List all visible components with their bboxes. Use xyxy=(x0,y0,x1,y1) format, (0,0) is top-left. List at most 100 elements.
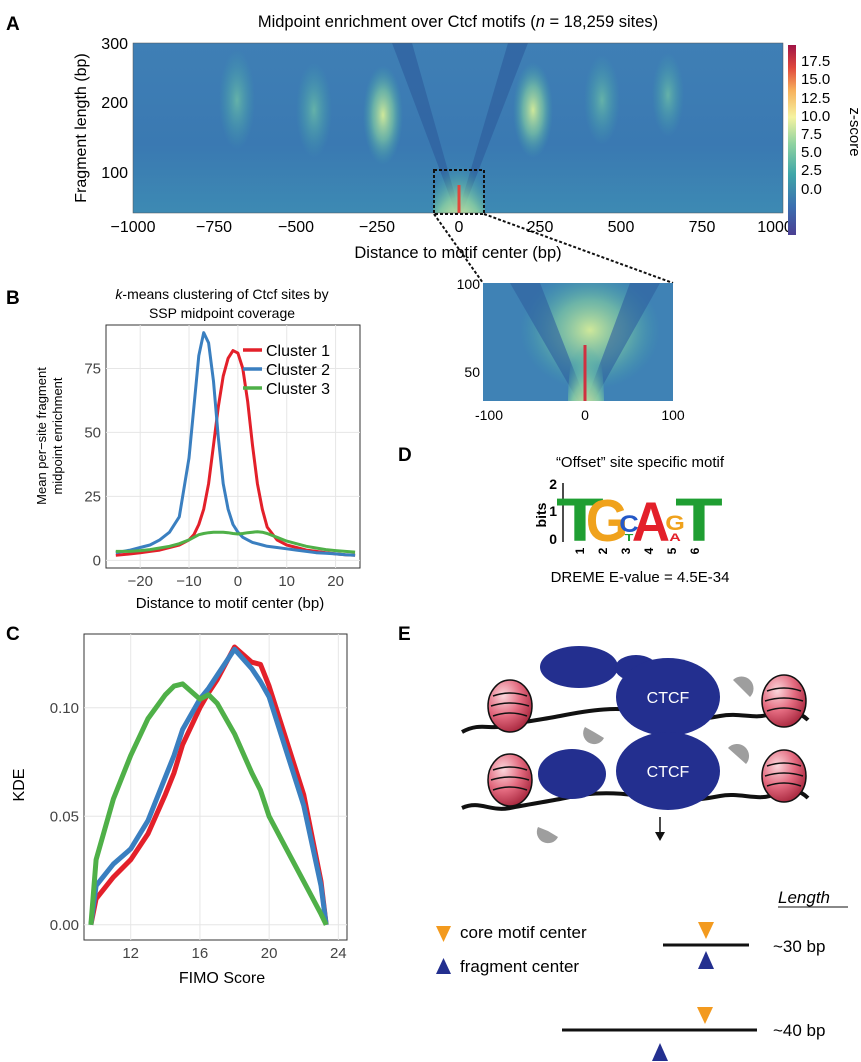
nucleosome-right xyxy=(761,674,807,728)
panel-c-xticks: 12 16 20 24 xyxy=(122,945,346,962)
legend-core-motif: core motif center xyxy=(460,923,587,942)
colorbar-tick: 2.5 xyxy=(801,162,822,179)
panel-c-xtick: 24 xyxy=(330,945,347,962)
heatmap-band xyxy=(652,53,684,137)
colorbar-tick: 10.0 xyxy=(801,108,830,125)
panel-c-yticks: 0.00 0.05 0.10 xyxy=(50,700,79,934)
panel-b-ytick: 0 xyxy=(93,552,101,569)
panel-b-xticks: −20 −10 0 10 20 xyxy=(127,573,343,590)
down-arrow-head xyxy=(655,832,665,841)
motif-logo: T G C T A G A T xyxy=(556,486,723,554)
zoom-connector-left xyxy=(433,213,484,284)
colorbar-tick: 12.5 xyxy=(801,90,830,107)
motif-position: 4 xyxy=(642,547,656,554)
legend-label: Cluster 1 xyxy=(266,343,330,360)
heatmap-band xyxy=(296,62,332,158)
panel-b-xlabel: Distance to motif center (bp) xyxy=(136,595,324,612)
nucleosome-left xyxy=(487,753,533,807)
inset-xticks: -100 0 100 xyxy=(475,407,685,423)
cofactor-blob xyxy=(538,749,606,799)
colorbar-tick: 0.0 xyxy=(801,181,822,198)
panel-b-xtick: 10 xyxy=(278,573,295,590)
motif-position: 5 xyxy=(665,547,679,554)
core-motif-marker xyxy=(697,1007,713,1024)
panel-c-ylabel: KDE xyxy=(11,769,28,802)
motif-ytick: 0 xyxy=(549,531,557,547)
colorbar-tick: 7.5 xyxy=(801,126,822,143)
series-line-2 xyxy=(88,646,329,926)
colorbar xyxy=(788,45,796,235)
panel-c-xtick: 20 xyxy=(261,945,278,962)
motif-letter-t-small: T xyxy=(625,532,634,543)
motif-letter-g: G xyxy=(586,488,629,555)
inset-xtick: 100 xyxy=(661,407,685,423)
motif-letter-a-small: A xyxy=(669,530,681,543)
series-line-3 xyxy=(88,681,329,926)
colorbar-label: z-score xyxy=(846,107,861,156)
motif-position: 6 xyxy=(688,547,702,554)
motif-ytick: 2 xyxy=(549,476,557,492)
ctcf-label: CTCF xyxy=(647,690,690,707)
panel-c-xtick: 16 xyxy=(192,945,209,962)
panel-letter-b: B xyxy=(6,288,20,309)
motif-letter-g-small: G xyxy=(665,511,685,535)
ctcf-schematic-bottom: CTCF xyxy=(461,732,810,844)
nucleosome-right xyxy=(761,749,807,803)
colorbar-ticks: 17.5 15.0 12.5 10.0 7.5 5.0 2.5 0.0 xyxy=(801,53,830,198)
length-40bp: ~40 bp xyxy=(773,1021,825,1040)
motif-letter-t-6: T xyxy=(675,486,723,554)
panel-c-series xyxy=(88,644,329,926)
panel-b-xtick: 0 xyxy=(234,573,242,590)
legend-label: Cluster 2 xyxy=(266,362,330,379)
fragment-center-marker xyxy=(652,1043,668,1061)
heatmap-xtick: 1000 xyxy=(757,219,793,236)
panel-letter-a: A xyxy=(6,14,20,35)
inset-ytick: 100 xyxy=(457,276,481,292)
panel-b-yticks: 0 25 50 75 xyxy=(84,361,101,570)
motif-positions: 1 2 3 4 5 6 xyxy=(573,547,702,554)
core-motif-marker xyxy=(436,926,451,942)
ctcf-label: CTCF xyxy=(647,764,690,781)
panel-b-xtick: −20 xyxy=(127,573,152,590)
series-line-2 xyxy=(115,331,356,557)
colorbar-tick: 15.0 xyxy=(801,71,830,88)
heatmap-xtick: 0 xyxy=(455,219,464,236)
heatmap-xtick: 750 xyxy=(689,219,716,236)
nucleosome-left xyxy=(487,679,533,733)
fragment-center-marker xyxy=(698,951,714,969)
heatmap-xtick: 250 xyxy=(527,219,554,236)
panel-b-ylabel-2: midpoint enrichment xyxy=(50,377,65,494)
mnase-icon xyxy=(733,676,754,697)
heatmap-ytick: 100 xyxy=(101,165,128,182)
heatmap-hotspot xyxy=(433,153,485,213)
motif-position: 1 xyxy=(573,547,587,554)
heatmap-xticks: −1000 −750 −500 −250 0 250 500 750 1000 xyxy=(111,219,793,236)
motif-yticks: 2 1 0 xyxy=(549,476,557,547)
heatmap-xtick: −500 xyxy=(278,219,314,236)
panel-b-ytick: 75 xyxy=(84,361,101,378)
mnase-icon xyxy=(536,827,558,844)
panel-b-xtick: 20 xyxy=(327,573,344,590)
panel-letter-e: E xyxy=(398,624,411,645)
heatmap-band xyxy=(584,55,620,145)
heatmap-band xyxy=(363,65,403,165)
ctcf-schematic-top: CTCF xyxy=(461,646,810,745)
panel-b-plot-bg xyxy=(105,324,361,569)
panel-c-xlabel: FIMO Score xyxy=(179,970,265,987)
inset-yticks: 100 50 xyxy=(457,276,481,380)
colorbar-tick: 5.0 xyxy=(801,144,822,161)
motif-title: “Offset” site specific motif xyxy=(556,454,725,471)
heatmap xyxy=(133,43,783,213)
motif-letter-c: C xyxy=(619,511,639,537)
series-line-3 xyxy=(115,530,356,554)
heatmap-title: Midpoint enrichment over Ctcf motifs (n … xyxy=(258,13,658,31)
heatmap-band xyxy=(513,62,553,158)
length-30bp: ~30 bp xyxy=(773,937,825,956)
length-header: Length xyxy=(778,888,830,907)
ctcf-protein xyxy=(616,658,720,736)
panel-b-xtick: −10 xyxy=(176,573,201,590)
heatmap-xlabel: Distance to motif center (bp) xyxy=(354,244,561,262)
panel-b-legend: Cluster 1 Cluster 2 Cluster 3 xyxy=(243,343,330,398)
heatmap-xtick: −750 xyxy=(196,219,232,236)
